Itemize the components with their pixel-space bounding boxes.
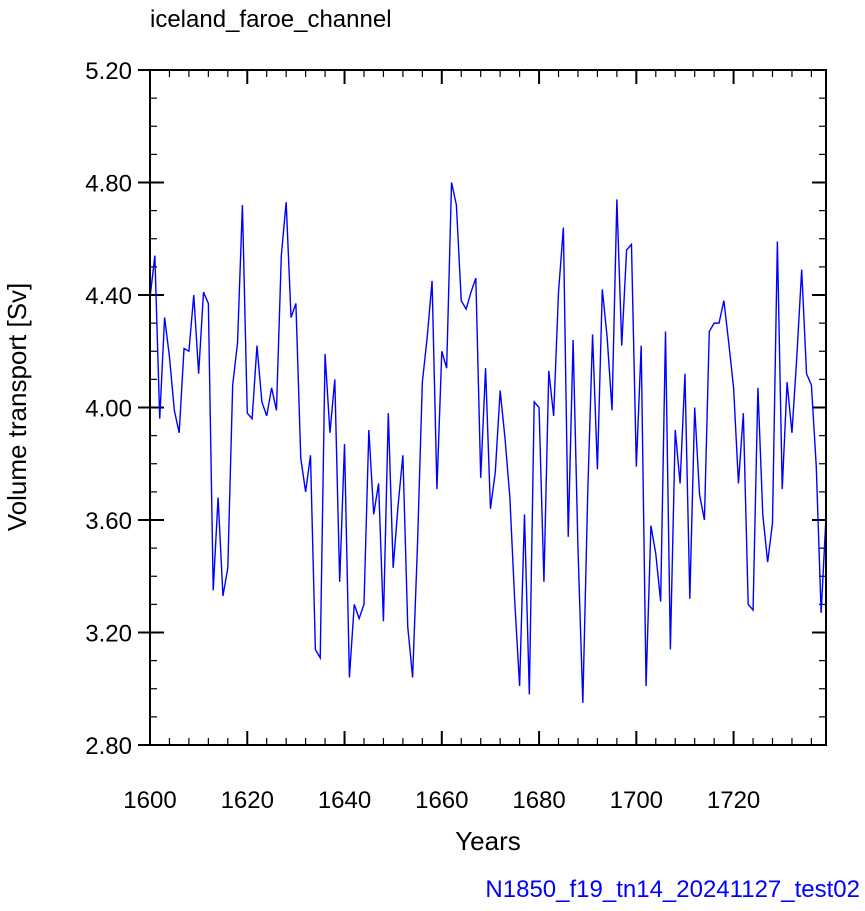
minor-ticks: [149, 69, 826, 746]
x-tick-labels: 1600 1620 1640 1660 1680 1700 1720: [123, 787, 760, 814]
x-tick-label: 1640: [318, 787, 371, 814]
y-tick-label: 5.20: [85, 58, 132, 85]
case-caption: N1850_f19_tn14_20241127_test02: [485, 876, 860, 903]
y-tick-label: 3.60: [85, 508, 132, 535]
plot-frame: [149, 69, 827, 746]
x-tick-label: 1600: [123, 787, 176, 814]
y-tick-labels: 2.80 3.20 3.60 4.00 4.40 4.80 5.20: [85, 58, 132, 760]
series-line: [149, 182, 827, 703]
y-tick-label: 3.20: [85, 621, 132, 648]
y-axis-label: Volume transport [Sv]: [2, 283, 32, 532]
x-tick-label: 1620: [221, 787, 274, 814]
x-tick-label: 1720: [707, 787, 760, 814]
x-tick-label: 1680: [512, 787, 565, 814]
y-tick-label: 2.80: [85, 733, 132, 760]
y-tick-label: 4.40: [85, 283, 132, 310]
x-tick-label: 1660: [415, 787, 468, 814]
x-tick-label: 1700: [610, 787, 663, 814]
major-ticks: [138, 69, 826, 746]
y-tick-label: 4.80: [85, 171, 132, 198]
y-tick-label: 4.00: [85, 396, 132, 423]
chart-title: iceland_faroe_channel: [150, 6, 392, 33]
x-axis-label: Years: [455, 826, 521, 856]
